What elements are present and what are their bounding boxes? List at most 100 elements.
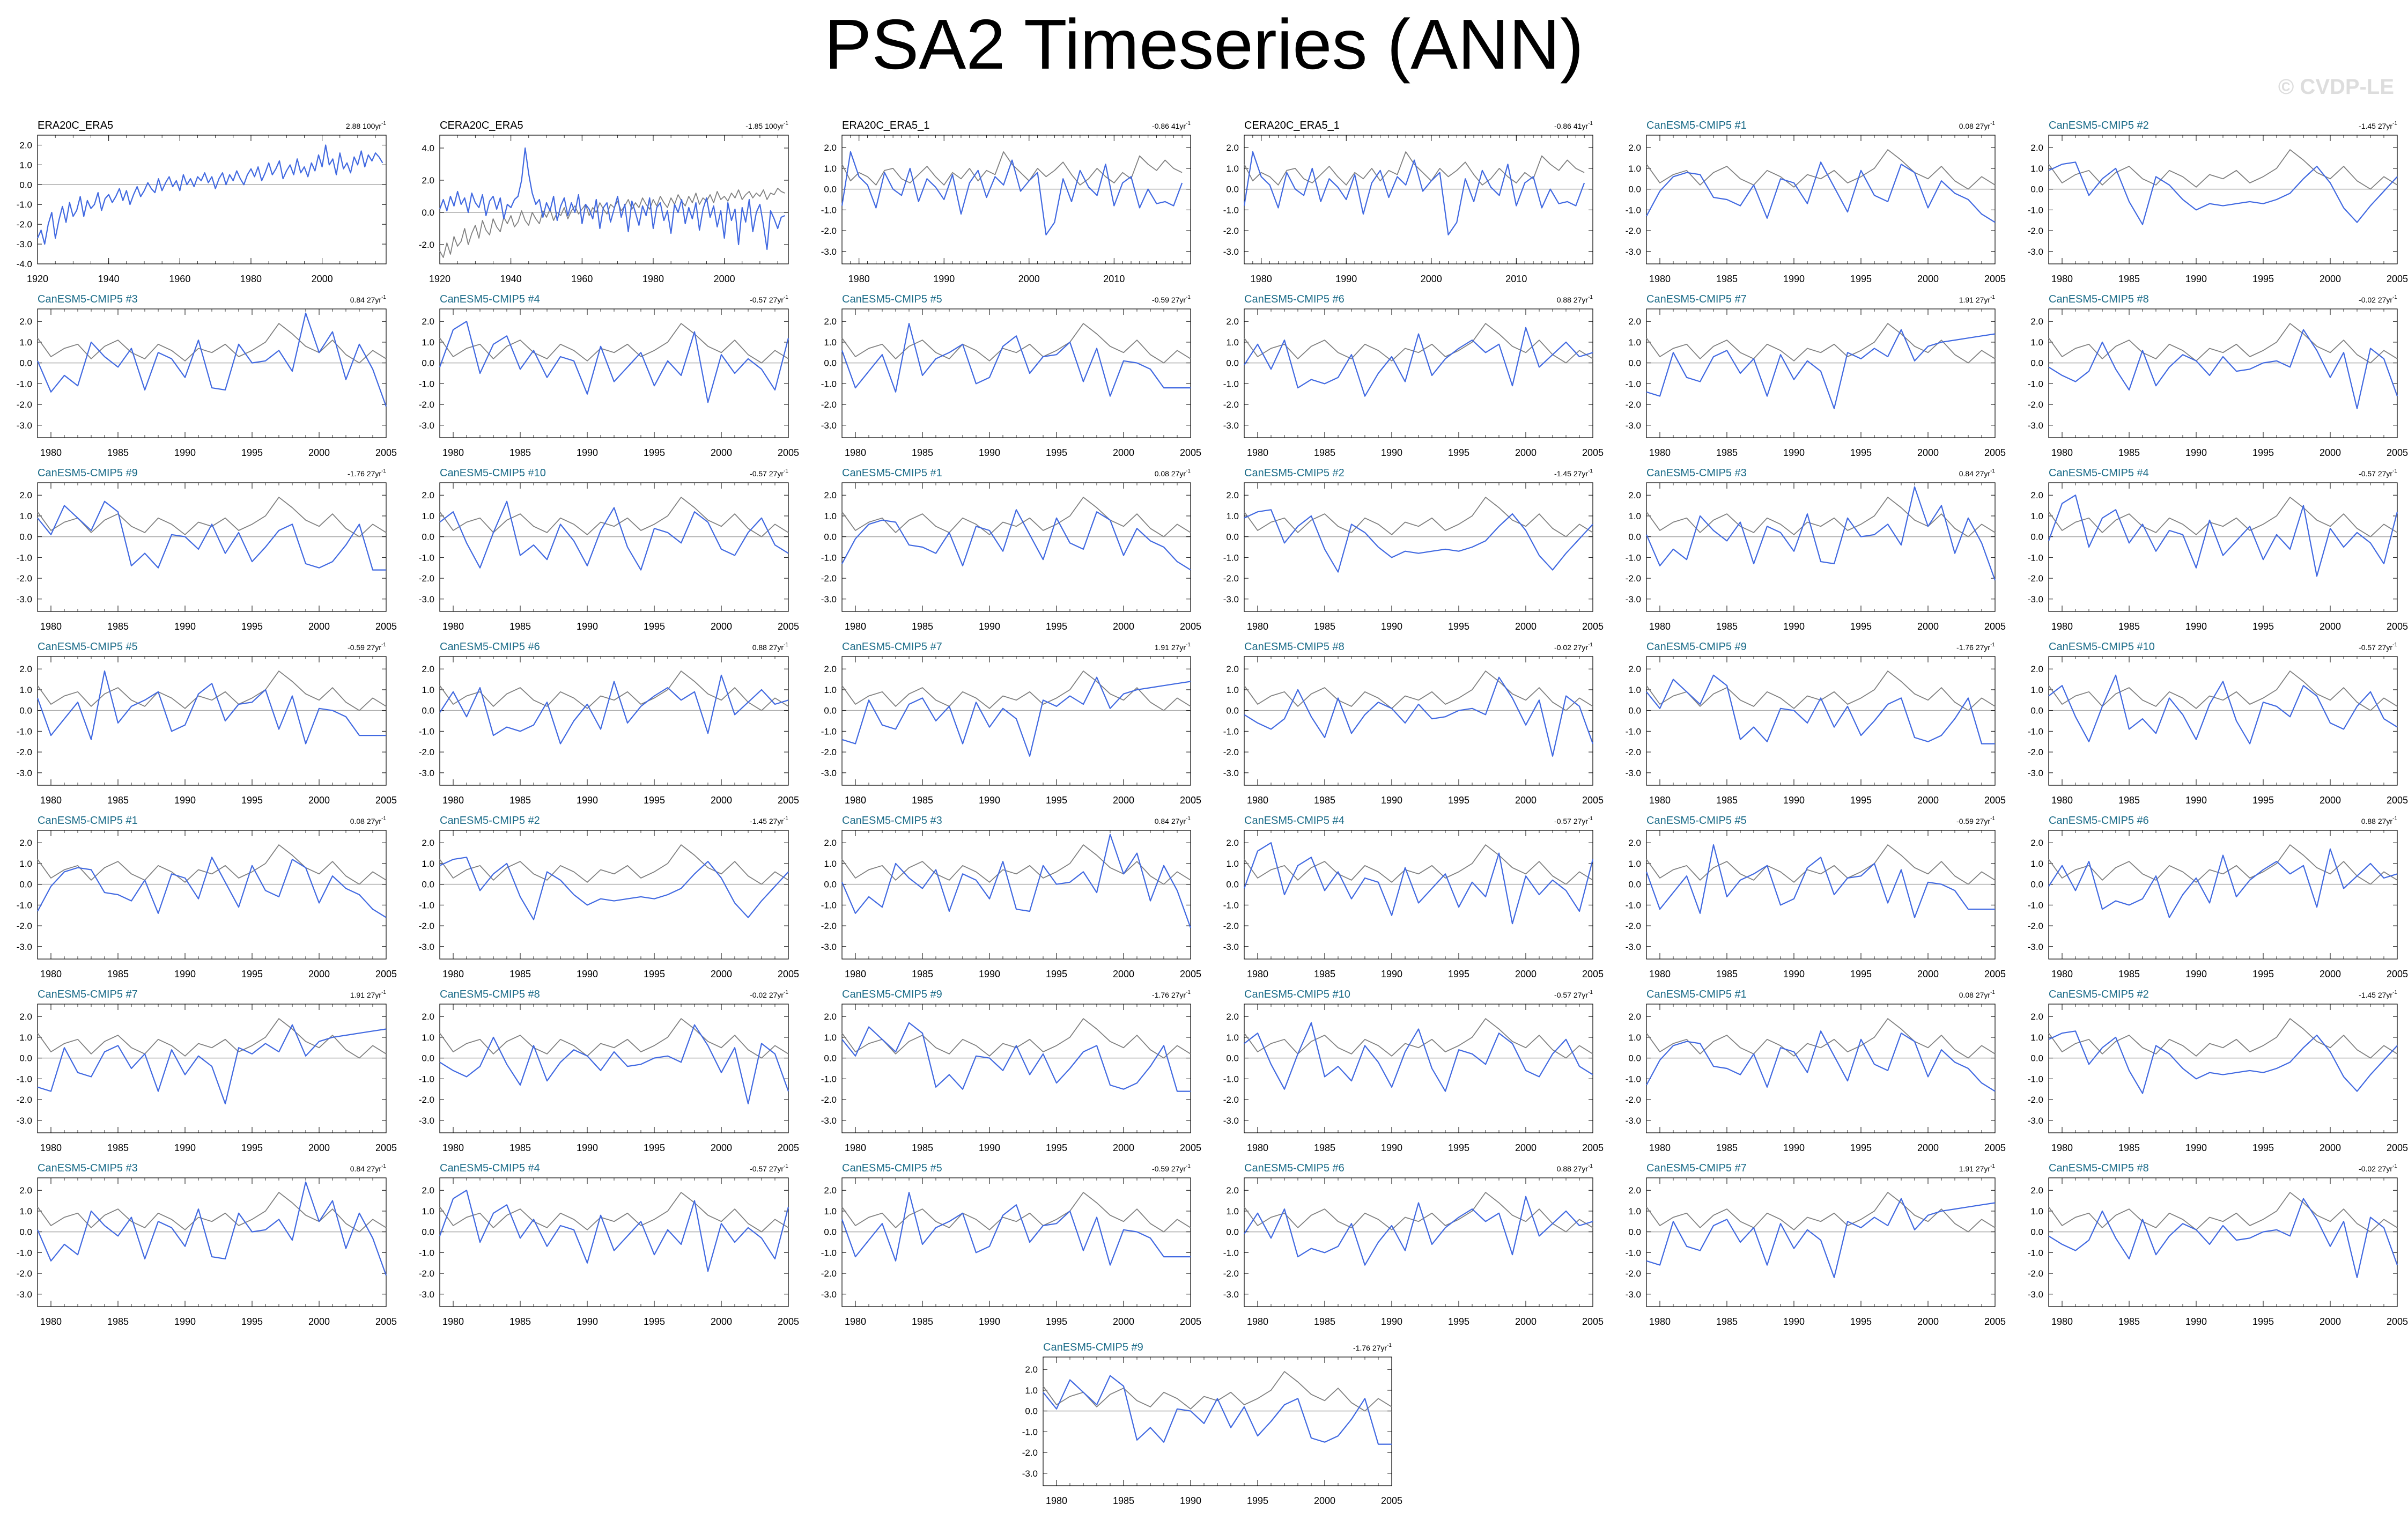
- x-tick-label: 2005: [2387, 447, 2408, 458]
- panel-title: CERA20C_ERA5_1: [1244, 120, 1340, 131]
- trend-label: -0.57 27yr-1: [2359, 642, 2397, 652]
- timeseries-panel: ERA20C_ERA5_1 -0.86 41yr-1 2.0 1.0 0.0 -1.0 -2…: [821, 120, 1191, 284]
- y-tick-label: 0.0: [422, 880, 434, 890]
- plot-frame: [1646, 308, 1996, 438]
- y-tick-label: -3.0: [17, 421, 32, 431]
- series-line-model: [36, 312, 387, 407]
- plot-frame: [1244, 482, 1593, 612]
- y-tick-label: 1.0: [19, 511, 32, 521]
- y-tick-label: -2.0: [1626, 573, 1641, 584]
- x-tick-label: 2005: [1582, 621, 1604, 632]
- timeseries-panel: CanESM5-CMIP5 #4 -0.57 27yr-1 2.0 1.0 0.0 -1.…: [419, 293, 799, 458]
- x-tick-label: 1995: [2252, 274, 2274, 284]
- y-tick-label: -1.0: [821, 1248, 837, 1258]
- x-tick-label: 1980: [40, 1316, 62, 1327]
- x-tick-label: 2000: [1113, 969, 1134, 979]
- y-tick-label: -1.0: [1223, 726, 1239, 736]
- y-tick-label: -2.0: [17, 573, 32, 584]
- plot-frame: [2048, 656, 2398, 786]
- y-tick-label: -3.0: [2028, 1289, 2043, 1300]
- panel-title: CanESM5-CMIP5 #2: [2049, 989, 2149, 1000]
- x-tick-label: 2000: [1515, 969, 1537, 979]
- y-tick-label: 1.0: [19, 685, 32, 695]
- x-tick-label: 1990: [2185, 621, 2207, 632]
- plot-frame: [841, 308, 1191, 438]
- x-tick-label: 1985: [107, 1142, 129, 1153]
- x-tick-label: 1985: [107, 795, 129, 806]
- x-tick-label: 1985: [912, 621, 933, 632]
- y-tick-label: 0.0: [422, 1227, 434, 1237]
- series-line-observed: [1646, 1018, 1996, 1059]
- x-tick-label: 2000: [1917, 447, 1939, 458]
- y-tick-label: 1.0: [422, 511, 434, 521]
- trend-label: -1.45 27yr-1: [1554, 468, 1593, 478]
- plot-frame: [841, 656, 1191, 786]
- plot-frame: [841, 1177, 1191, 1307]
- y-tick-label: 1.0: [1226, 1033, 1239, 1043]
- y-tick-label: 2.0: [19, 1012, 32, 1022]
- x-tick-label: 1980: [1247, 1316, 1268, 1327]
- y-tick-label: -1.0: [1223, 1074, 1239, 1084]
- trend-label: 2.88 100yr-1: [346, 121, 387, 130]
- y-tick-label: 2.0: [1628, 490, 1641, 500]
- y-tick-label: -2.0: [1223, 226, 1239, 236]
- x-tick-label: 1985: [1314, 621, 1335, 632]
- x-tick-label: 1990: [1783, 795, 1805, 806]
- x-tick-label: 1995: [2252, 795, 2274, 806]
- y-tick-label: 0.0: [1628, 706, 1641, 716]
- x-tick-label: 2000: [2320, 969, 2341, 979]
- plot-frame: [841, 1004, 1191, 1133]
- y-tick-label: -3.0: [821, 942, 837, 952]
- series-line-observed: [1043, 1371, 1392, 1412]
- timeseries-panel: CanESM5-CMIP5 #2 -1.45 27yr-1 2.0 1.0 0.0 -1.…: [419, 815, 799, 979]
- y-tick-label: 1.0: [1628, 164, 1641, 174]
- series-line-model: [1244, 1022, 1593, 1092]
- x-tick-label: 2000: [711, 1142, 732, 1153]
- series-line-model: [841, 151, 1183, 235]
- series-line-observed: [841, 1192, 1191, 1233]
- series-line-observed: [841, 670, 1191, 711]
- x-tick-label: 1990: [174, 447, 196, 458]
- y-tick-label: 0.0: [824, 185, 837, 195]
- x-tick-label: 1990: [1381, 795, 1402, 806]
- trend-label: 0.08 27yr-1: [350, 816, 387, 825]
- series-line-observed: [2048, 1192, 2398, 1233]
- y-tick-label: 0.0: [824, 358, 837, 368]
- y-tick-label: 2.0: [19, 1185, 32, 1196]
- x-tick-label: 1990: [979, 795, 1000, 806]
- x-tick-label: 1985: [1716, 621, 1738, 632]
- series-line-model: [841, 509, 1191, 571]
- y-tick-label: 2.0: [2030, 143, 2043, 153]
- plot-frame: [2048, 135, 2398, 264]
- x-tick-label: 2000: [312, 274, 333, 284]
- x-tick-label: 1995: [1850, 1316, 1872, 1327]
- x-tick-label: 1990: [2185, 969, 2207, 979]
- series-line-observed: [841, 323, 1191, 364]
- plot-frame: [1244, 1004, 1593, 1133]
- y-tick-label: 0.0: [2030, 1227, 2043, 1237]
- y-tick-label: -2.0: [1223, 1269, 1239, 1279]
- x-tick-label: 1980: [845, 795, 866, 806]
- plot-frame: [37, 1177, 387, 1307]
- x-tick-label: 2000: [1917, 1142, 1939, 1153]
- y-tick-label: 0.0: [19, 706, 32, 716]
- x-tick-label: 1985: [1314, 1316, 1335, 1327]
- x-tick-label: 1980: [240, 274, 262, 284]
- x-tick-label: 1980: [1649, 1316, 1671, 1327]
- x-tick-label: 1995: [1046, 1142, 1067, 1153]
- timeseries-panel: CanESM5-CMIP5 #7 1.91 27yr-1 2.0 1.0 0.0 -1.0…: [17, 989, 397, 1153]
- x-tick-label: 1995: [1046, 969, 1067, 979]
- series-line-model: [2048, 848, 2398, 918]
- x-tick-label: 1985: [1314, 795, 1335, 806]
- y-tick-label: 0.0: [1226, 1053, 1239, 1064]
- y-tick-label: 0.0: [1226, 532, 1239, 542]
- y-tick-label: 2.0: [422, 490, 434, 500]
- series-line-model: [1244, 509, 1593, 573]
- x-tick-label: 1995: [241, 447, 263, 458]
- panel-title: CanESM5-CMIP5 #4: [440, 1162, 540, 1174]
- x-tick-label: 1985: [2118, 969, 2140, 979]
- panel-title: CanESM5-CMIP5 #1: [1646, 989, 1747, 1000]
- timeseries-panel: CanESM5-CMIP5 #5 -0.59 27yr-1 2.0 1.0 0.0 -1.…: [821, 293, 1201, 458]
- x-tick-label: 2000: [308, 969, 330, 979]
- series-line-model: [36, 144, 383, 245]
